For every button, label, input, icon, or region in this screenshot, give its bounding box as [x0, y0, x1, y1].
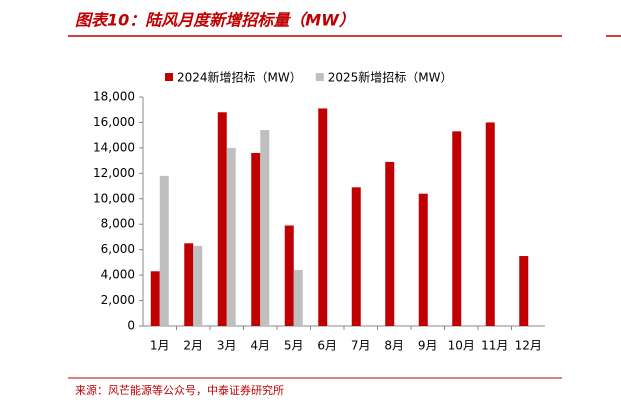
x-tick-label: 6月: [317, 339, 337, 353]
bar: [485, 122, 495, 326]
bar: [217, 112, 227, 327]
y-tick-label: 4,000: [101, 268, 135, 282]
y-tick-label: 8,000: [101, 217, 135, 231]
y-tick-label: 12,000: [93, 166, 135, 180]
x-tick-label: 7月: [351, 339, 371, 353]
y-tick-label: 18,000: [93, 90, 135, 104]
y-tick-label: 14,000: [93, 140, 135, 154]
y-tick-label: 10,000: [93, 191, 135, 205]
bar: [519, 256, 529, 326]
bar: [452, 131, 462, 326]
x-tick-label: 2月: [183, 339, 203, 353]
bar: [159, 175, 169, 326]
source: 来源：风芒能源等公众号，中泰证券研究所: [75, 383, 284, 397]
bar: [318, 108, 328, 326]
x-tick-label: 1月: [150, 339, 170, 353]
x-tick-label: 3月: [217, 339, 237, 353]
bar: [260, 130, 270, 326]
bar: [150, 271, 160, 326]
chart-title: 图表10：陆风月度新增招标量（MW）: [75, 11, 355, 30]
y-tick-label: 0: [127, 319, 135, 333]
bar: [293, 270, 303, 326]
legend-swatch: [315, 73, 324, 81]
bar: [284, 225, 294, 326]
bar: [226, 147, 236, 326]
legend-label: 2024新增招标（MW）: [177, 70, 302, 85]
y-tick-label: 2,000: [101, 293, 135, 307]
x-tick-label: 11月: [481, 339, 508, 353]
x-tick-label: 5月: [284, 339, 304, 353]
x-tick-label: 8月: [384, 339, 404, 353]
x-tick-label: 12月: [515, 339, 542, 353]
bar: [184, 243, 194, 326]
legend-swatch: [165, 73, 173, 81]
bar: [418, 193, 428, 326]
bar: [385, 161, 395, 326]
legend-label: 2025新增招标（MW）: [328, 70, 453, 85]
bar: [351, 187, 361, 326]
x-tick-label: 9月: [418, 339, 438, 353]
y-tick-label: 6,000: [101, 242, 135, 256]
bar: [251, 152, 261, 326]
bar: [193, 245, 203, 326]
y-tick-label: 16,000: [93, 115, 135, 129]
x-tick-label: 10月: [448, 339, 475, 353]
x-tick-label: 4月: [250, 339, 270, 353]
